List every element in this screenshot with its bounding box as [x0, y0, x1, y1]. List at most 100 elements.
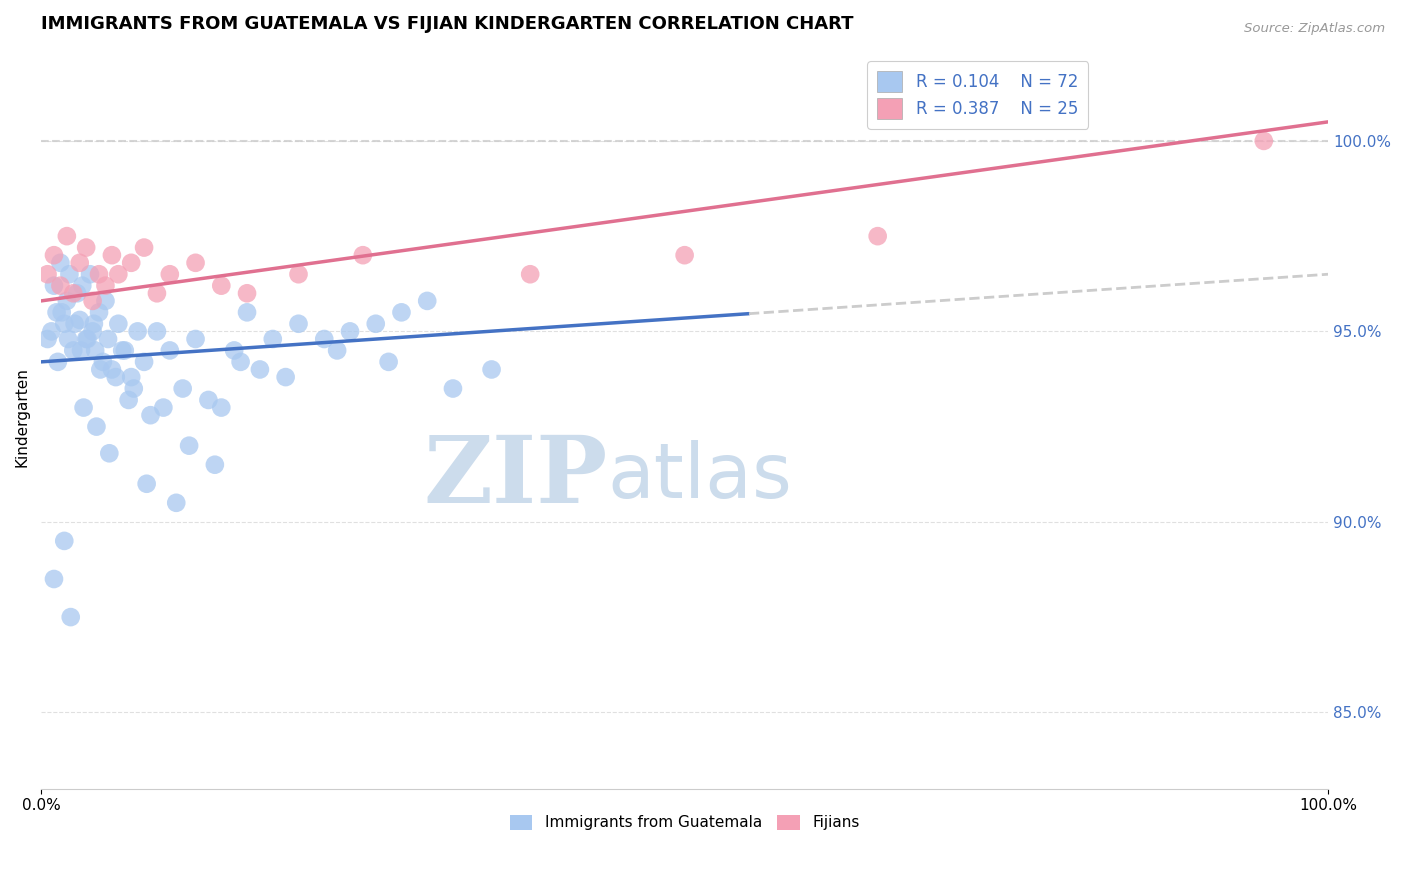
Point: [114, 343, 136, 358]
Point: [146, 325, 169, 339]
Point: [75, 332, 97, 346]
Point: [82, 325, 104, 339]
Point: [481, 362, 503, 376]
Point: [84, 343, 107, 358]
Point: [416, 293, 439, 308]
Point: [866, 229, 889, 244]
Text: IMMIGRANTS FROM GUATEMALA VS FIJIAN KINDERGARTEN CORRELATION CHART: IMMIGRANTS FROM GUATEMALA VS FIJIAN KIND…: [41, 15, 853, 33]
Point: [53, 533, 76, 548]
Text: Source: ZipAtlas.com: Source: ZipAtlas.com: [1244, 22, 1385, 36]
Point: [274, 370, 297, 384]
Point: [519, 267, 541, 281]
Point: [53, 317, 76, 331]
Point: [37, 332, 59, 346]
Point: [87, 267, 110, 281]
Point: [1253, 134, 1275, 148]
Point: [91, 355, 114, 369]
Point: [41, 325, 63, 339]
Point: [62, 343, 84, 358]
Point: [86, 419, 108, 434]
Point: [122, 382, 145, 396]
Y-axis label: Kindergarten: Kindergarten: [15, 368, 30, 467]
Point: [391, 305, 413, 319]
Point: [179, 439, 201, 453]
Point: [127, 325, 149, 339]
Point: [42, 248, 65, 262]
Point: [287, 267, 309, 281]
Point: [79, 267, 101, 281]
Point: [146, 286, 169, 301]
Point: [107, 267, 129, 281]
Point: [326, 343, 349, 358]
Point: [229, 355, 252, 369]
Point: [76, 332, 98, 346]
Point: [159, 267, 181, 281]
Point: [51, 305, 73, 319]
Point: [97, 332, 120, 346]
Point: [159, 343, 181, 358]
Point: [184, 256, 207, 270]
Point: [56, 229, 79, 244]
Point: [139, 408, 162, 422]
Point: [287, 317, 309, 331]
Point: [236, 286, 259, 301]
Point: [42, 572, 65, 586]
Point: [673, 248, 696, 262]
Point: [107, 317, 129, 331]
Text: ZIP: ZIP: [423, 432, 607, 522]
Point: [339, 325, 361, 339]
Point: [45, 305, 67, 319]
Point: [352, 248, 374, 262]
Point: [249, 362, 271, 376]
Point: [63, 317, 86, 331]
Point: [101, 248, 124, 262]
Point: [132, 241, 155, 255]
Point: [49, 278, 72, 293]
Point: [135, 476, 157, 491]
Legend: Immigrants from Guatemala, Fijians: Immigrants from Guatemala, Fijians: [503, 808, 866, 837]
Point: [37, 267, 59, 281]
Point: [165, 496, 187, 510]
Point: [132, 355, 155, 369]
Point: [441, 382, 464, 396]
Point: [83, 317, 105, 331]
Point: [72, 278, 94, 293]
Point: [75, 241, 97, 255]
Point: [94, 278, 117, 293]
Point: [56, 332, 79, 346]
Point: [197, 392, 219, 407]
Point: [101, 362, 124, 376]
Point: [46, 355, 69, 369]
Point: [59, 610, 82, 624]
Point: [69, 256, 91, 270]
Point: [69, 313, 91, 327]
Point: [98, 446, 121, 460]
Point: [104, 370, 127, 384]
Text: atlas: atlas: [607, 440, 792, 514]
Point: [94, 293, 117, 308]
Point: [364, 317, 387, 331]
Point: [56, 293, 79, 308]
Point: [49, 256, 72, 270]
Point: [209, 278, 232, 293]
Point: [70, 343, 93, 358]
Point: [377, 355, 399, 369]
Point: [89, 362, 111, 376]
Point: [62, 286, 84, 301]
Point: [209, 401, 232, 415]
Point: [224, 343, 246, 358]
Point: [87, 305, 110, 319]
Point: [172, 382, 194, 396]
Point: [314, 332, 336, 346]
Point: [72, 401, 94, 415]
Point: [111, 343, 134, 358]
Point: [184, 332, 207, 346]
Point: [236, 305, 259, 319]
Point: [120, 370, 142, 384]
Point: [42, 278, 65, 293]
Point: [120, 256, 142, 270]
Point: [66, 286, 89, 301]
Point: [82, 293, 104, 308]
Point: [262, 332, 284, 346]
Point: [204, 458, 226, 472]
